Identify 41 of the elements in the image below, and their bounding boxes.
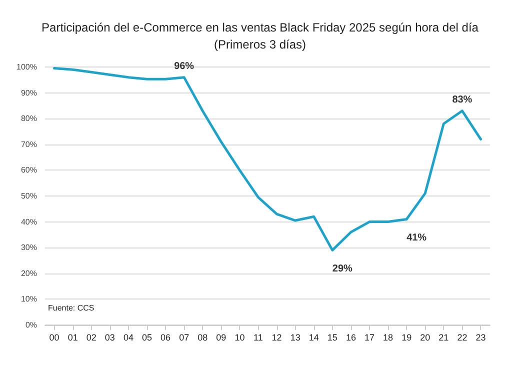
y-tick-label: 60% bbox=[20, 166, 37, 175]
y-tick-label: 10% bbox=[20, 294, 37, 304]
x-tick-label: 04 bbox=[123, 332, 134, 342]
data-label: 96% bbox=[174, 60, 194, 72]
x-tick-label: 10 bbox=[234, 332, 245, 342]
data-label: 29% bbox=[332, 264, 353, 275]
x-tick-label: 14 bbox=[308, 332, 319, 342]
x-tick-label: 11 bbox=[254, 332, 263, 342]
y-tick-label: 70% bbox=[20, 140, 37, 149]
y-tick-label: 40% bbox=[20, 217, 37, 226]
x-tick-label: 13 bbox=[290, 332, 300, 342]
x-tick-label: 07 bbox=[179, 332, 190, 342]
y-tick-label: 100% bbox=[16, 62, 37, 72]
y-tick-label: 30% bbox=[20, 243, 37, 252]
data-label: 83% bbox=[452, 94, 472, 106]
x-tick-label: 00 bbox=[49, 332, 60, 342]
x-tick-label: 21 bbox=[438, 332, 449, 342]
x-tick-label: 06 bbox=[160, 332, 171, 342]
x-tick-label: 16 bbox=[346, 332, 356, 342]
y-tick-label: 20% bbox=[20, 268, 37, 278]
x-tick-label: 05 bbox=[142, 332, 152, 342]
x-tick-label: 12 bbox=[272, 332, 282, 342]
x-tick-label: 19 bbox=[402, 332, 412, 342]
y-tick-label: 0% bbox=[25, 320, 37, 330]
x-tick-label: 20 bbox=[420, 332, 430, 342]
chart-title: Participación del e-Commerce en las ventas Black Friday 2025 según hora del día (Primeros 3 días) bbox=[42, 20, 479, 52]
x-tick-label: 15 bbox=[327, 332, 338, 342]
x-tick-label: 17 bbox=[364, 332, 374, 342]
y-tick-label: 50% bbox=[20, 192, 37, 200]
x-tick-label: 22 bbox=[457, 332, 468, 342]
x-tick-label: 03 bbox=[104, 332, 115, 342]
x-tick-label: 08 bbox=[198, 332, 208, 342]
y-tick-label: 90% bbox=[20, 88, 37, 98]
data-label: 41% bbox=[406, 232, 427, 244]
x-tick-label: 09 bbox=[216, 332, 226, 342]
y-tick-label: 80% bbox=[20, 114, 37, 124]
annotation: Fuente: CCS bbox=[48, 304, 94, 312]
x-tick-label: 23 bbox=[476, 332, 486, 342]
x-tick-label: 01 bbox=[68, 332, 78, 342]
x-tick-label: 02 bbox=[86, 332, 96, 342]
x-tick-label: 18 bbox=[383, 332, 394, 342]
